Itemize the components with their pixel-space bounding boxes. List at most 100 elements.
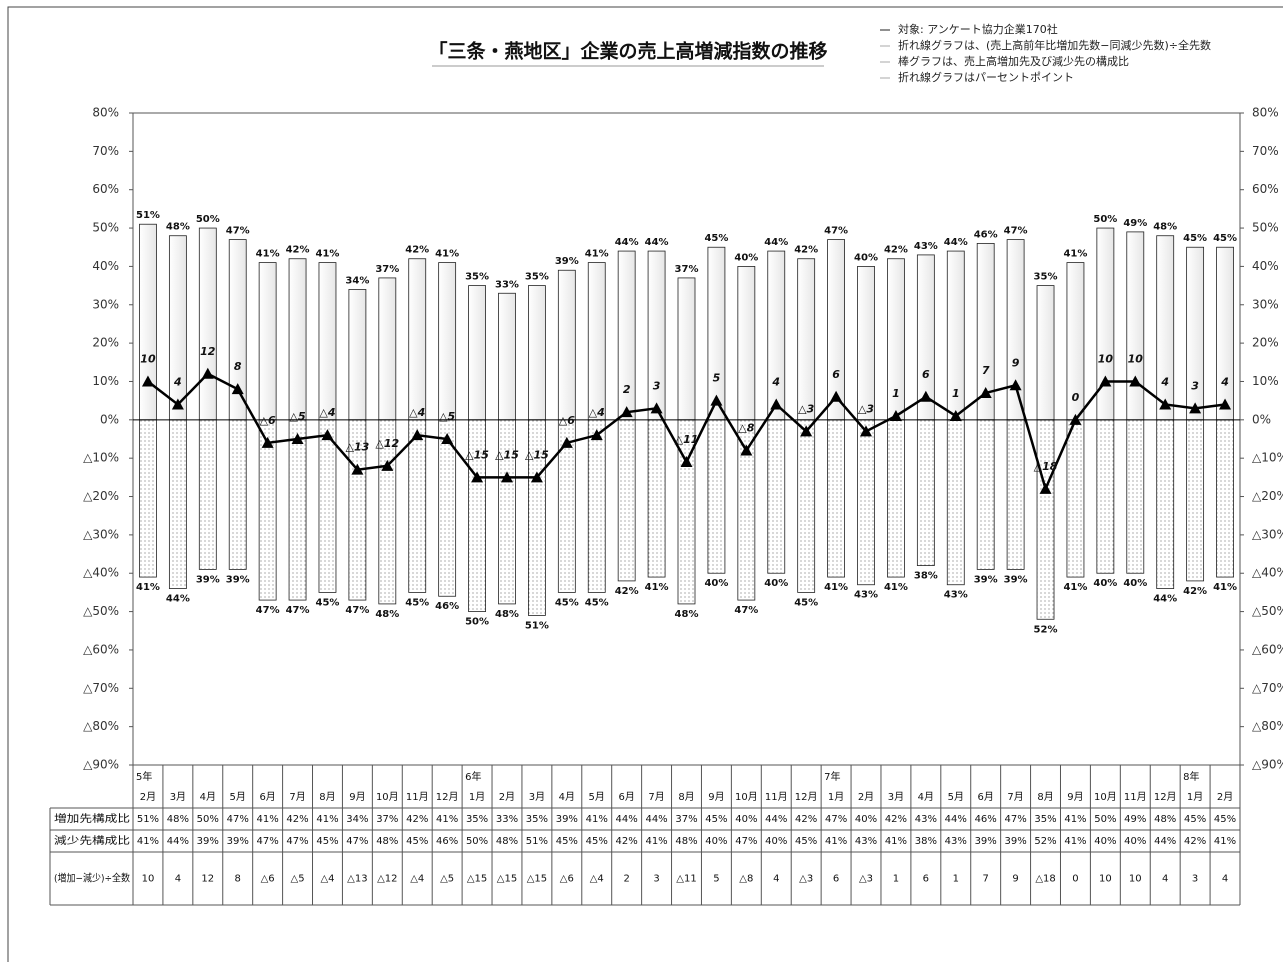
- x-year-label: 7年: [824, 770, 840, 783]
- marker: [171, 398, 184, 410]
- y2-tick-label: 70%: [1252, 144, 1279, 158]
- bar: [557, 269, 576, 421]
- table-cell: △4: [590, 874, 604, 885]
- y2-tick-label: 80%: [1252, 106, 1279, 120]
- table-cell: 4: [1162, 874, 1168, 885]
- table-cell: 43%: [945, 836, 967, 847]
- table-cell: △4: [320, 874, 334, 885]
- bar-value-label: 42%: [1183, 586, 1207, 597]
- bar-value-label: 41%: [136, 582, 160, 593]
- bar: [1066, 419, 1085, 578]
- table-cell: 47%: [735, 836, 757, 847]
- table-cell: 40%: [765, 836, 787, 847]
- marker: [1219, 398, 1232, 410]
- x-tick-label: 3月: [529, 791, 545, 803]
- line-value-label: △3: [798, 402, 814, 415]
- bar: [318, 419, 337, 593]
- table-cell: 44%: [945, 814, 967, 825]
- x-tick-label: 1月: [828, 791, 844, 803]
- bar-value-label: 48%: [1153, 222, 1177, 233]
- table-cell: 41%: [885, 836, 907, 847]
- x-tick-label: 11月: [1124, 791, 1147, 803]
- y2-tick-label: 60%: [1252, 182, 1279, 196]
- bar-value-label: 45%: [555, 597, 579, 608]
- table-cell: 41%: [645, 836, 667, 847]
- line-value-label: 1: [892, 387, 900, 400]
- line-value-label: 2: [623, 383, 631, 396]
- y2-tick-label: △50%: [1252, 604, 1283, 618]
- marker: [590, 429, 603, 441]
- x-tick-label: 1月: [469, 791, 485, 803]
- table-cell: 42%: [406, 814, 428, 825]
- table-cell: 39%: [227, 836, 249, 847]
- table-cell: 1: [893, 874, 899, 885]
- bar-value-label: 41%: [1063, 582, 1087, 593]
- marker: [1129, 375, 1142, 387]
- table-cell: 48%: [376, 836, 398, 847]
- line-value-label: △15: [465, 448, 489, 461]
- table-cell: 45%: [795, 836, 817, 847]
- table-cell: 40%: [1094, 836, 1116, 847]
- marker: [860, 425, 873, 437]
- y-tick-label: △10%: [83, 451, 119, 465]
- marker: [1069, 413, 1082, 425]
- bar-value-label: 43%: [854, 590, 878, 601]
- table-cell: 5: [713, 874, 719, 885]
- x-tick-label: 3月: [888, 791, 904, 803]
- bar-value-label: 41%: [435, 249, 459, 260]
- bar: [1126, 419, 1145, 574]
- bar-value-label: 44%: [1153, 594, 1177, 605]
- frame: [7, 6, 1283, 962]
- y2-tick-label: △80%: [1252, 719, 1283, 733]
- y2-tick-label: 20%: [1252, 336, 1279, 350]
- bar: [1156, 419, 1175, 589]
- bar-value-label: 38%: [914, 571, 938, 582]
- y2-tick-label: △60%: [1252, 642, 1283, 656]
- table-cell: 46%: [975, 814, 997, 825]
- line-value-label: △15: [495, 448, 519, 461]
- table-cell: 47%: [1004, 814, 1026, 825]
- bar-value-label: 47%: [345, 605, 369, 616]
- table-cell: △11: [676, 874, 696, 885]
- table-cell: 44%: [645, 814, 667, 825]
- x-tick-label: 7月: [289, 791, 305, 803]
- bar-value-label: 44%: [944, 237, 968, 248]
- marker: [710, 394, 723, 406]
- x-tick-label: 8月: [319, 791, 335, 803]
- table-cell: △13: [347, 874, 367, 885]
- table-cell: 45%: [1184, 814, 1206, 825]
- bar-value-label: 35%: [525, 272, 549, 283]
- table-cell: 40%: [1124, 836, 1146, 847]
- table-cell: 10: [1129, 874, 1142, 885]
- bar-value-label: 48%: [675, 609, 699, 620]
- bar: [767, 419, 786, 574]
- bar-value-label: 41%: [645, 582, 669, 593]
- y2-tick-label: △10%: [1252, 451, 1283, 465]
- line-value-label: 10: [1128, 352, 1144, 365]
- table-cell: 10: [1099, 874, 1112, 885]
- table-cell: 7: [983, 874, 989, 885]
- table-cell: 45%: [1214, 814, 1236, 825]
- bar-value-label: 44%: [166, 594, 190, 605]
- table-cell: 2: [623, 874, 629, 885]
- y-tick-label: 30%: [92, 297, 119, 311]
- bar-value-label: 50%: [1093, 214, 1117, 225]
- line-value-label: △4: [589, 406, 605, 419]
- bar-value-label: 43%: [944, 590, 968, 601]
- table-cell: 39%: [556, 814, 578, 825]
- table-cell: 40%: [705, 836, 727, 847]
- bar-value-label: 37%: [375, 264, 399, 275]
- bar-value-label: 45%: [1213, 233, 1237, 244]
- table-cell: 4: [175, 874, 181, 885]
- x-tick-label: 6月: [618, 791, 634, 803]
- bar: [408, 258, 427, 421]
- table-cell: 41%: [1214, 836, 1236, 847]
- bar-value-label: 33%: [495, 279, 519, 290]
- y-tick-label: 20%: [92, 336, 119, 350]
- y-tick-label: △40%: [83, 566, 119, 580]
- table-cell: 34%: [346, 814, 368, 825]
- bar-value-label: 45%: [1183, 233, 1207, 244]
- bar: [797, 258, 816, 421]
- bar: [1156, 235, 1175, 421]
- bar: [288, 419, 307, 601]
